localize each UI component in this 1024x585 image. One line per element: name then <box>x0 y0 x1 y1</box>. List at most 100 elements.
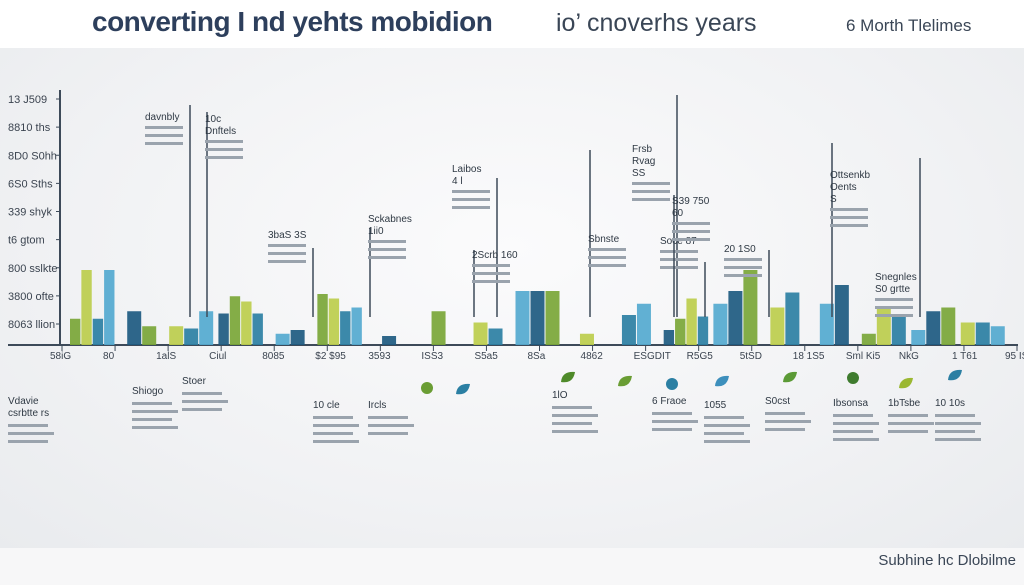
bar <box>199 311 214 345</box>
drop-icon <box>847 372 859 384</box>
annotation-detail-line <box>313 432 353 435</box>
drop-icon <box>666 378 678 390</box>
annotation-label: S39 750 <box>672 196 710 207</box>
annotation-detail-line <box>704 432 744 435</box>
annotation-detail-line <box>452 206 490 209</box>
annotation-detail-line <box>765 412 805 415</box>
annotation-detail-line <box>368 416 408 419</box>
bar <box>697 316 709 345</box>
annotation-detail-line <box>935 430 975 433</box>
bar <box>104 270 115 345</box>
x-tick-label: 1alS <box>156 351 176 362</box>
annotation-label: 2Scrb 160 <box>472 250 518 261</box>
chart-panel <box>0 48 1024 548</box>
x-tick-label: 8085 <box>262 351 285 362</box>
bar <box>911 330 926 345</box>
footer-bar <box>0 548 1024 585</box>
annotation-detail-line <box>833 422 879 425</box>
annotation-label: 10 cle <box>313 400 340 411</box>
x-tick-label: S5a5 <box>474 351 498 362</box>
annotation-detail-line <box>652 420 698 423</box>
bar <box>142 326 157 345</box>
leaf-icon <box>561 371 575 383</box>
annotation-detail-line <box>724 266 762 269</box>
leaf-icon <box>618 375 632 387</box>
annotation-detail-line <box>182 400 228 403</box>
annotation-label: Dnftels <box>205 126 236 137</box>
annotation-detail-line <box>268 260 306 263</box>
annotation-label: csrbtte rs <box>8 408 49 419</box>
y-tick-label: 6S0 Sths <box>8 178 53 190</box>
annotation-detail-line <box>652 428 692 431</box>
annotation-label: 1lO <box>552 390 568 401</box>
bar <box>92 318 104 345</box>
annotation-detail-line <box>8 440 48 443</box>
bar <box>473 322 488 345</box>
annotation-detail-line <box>935 438 981 441</box>
bar <box>81 270 92 345</box>
bar <box>975 322 990 345</box>
annotation-detail-line <box>765 420 811 423</box>
x-tick-label: 80 <box>103 351 115 362</box>
annotation-detail-line <box>313 440 359 443</box>
annotation-detail-line <box>830 208 868 211</box>
annotation-detail-line <box>724 258 762 261</box>
annotation-label: Sbnste <box>588 234 620 245</box>
bar <box>328 298 340 345</box>
bar <box>488 328 503 345</box>
annotation-label: 1bTsbe <box>888 398 921 409</box>
annotation-detail-line <box>472 272 510 275</box>
bar <box>675 318 686 345</box>
annotation-label: Shiogo <box>132 386 164 397</box>
annotation-detail-line <box>830 224 868 227</box>
annotation-detail-line <box>888 414 928 417</box>
annotation-detail-line <box>875 314 913 317</box>
annotation-detail-line <box>704 440 750 443</box>
bar <box>713 303 728 345</box>
annotation-detail-line <box>672 230 710 233</box>
annotation-detail-line <box>368 248 406 251</box>
bar <box>340 311 351 345</box>
annotation-detail-line <box>875 306 913 309</box>
bar <box>70 318 81 345</box>
x-tick-label: NkG <box>899 351 919 362</box>
annotation-detail-line <box>145 142 183 145</box>
annotation-label: Laibos <box>452 164 481 175</box>
y-tick-label: 3800 ofte <box>8 291 54 303</box>
annotation-detail-line <box>935 422 981 425</box>
annotation-detail-line <box>632 182 670 185</box>
bar <box>728 291 743 345</box>
annotation-label: S <box>830 194 837 205</box>
annotation-detail-line <box>132 410 178 413</box>
leaf-icon <box>456 383 470 395</box>
x-tick-label: 5tSD <box>740 351 762 362</box>
y-tick-label: 8810 ths <box>8 122 51 134</box>
bar <box>990 326 1005 345</box>
bar <box>941 307 956 345</box>
y-tick-label: 339 shyk <box>8 207 53 219</box>
annotation-label: Stoer <box>182 376 207 387</box>
bar <box>127 311 142 345</box>
annotation-label: Vdavie <box>8 396 39 407</box>
annotation-detail-line <box>472 264 510 267</box>
annotation-label: S0 grtte <box>875 284 910 295</box>
annotation-detail-line <box>552 414 598 417</box>
header: converting I nd yehts mobidion io’ cnove… <box>0 0 1024 48</box>
annotation-label: Ottsenkb <box>830 170 870 181</box>
annotation-label: 1ii0 <box>368 226 384 237</box>
annotation-label: 10 10s <box>935 398 965 409</box>
x-tick-label: 4862 <box>581 351 604 362</box>
bar <box>663 330 675 345</box>
bar <box>785 292 800 345</box>
annotation-detail-line <box>8 432 54 435</box>
bar <box>960 322 975 345</box>
annotation-label: 20 1S0 <box>724 244 756 255</box>
chart-subtitle: 6 Morth Tlelimes <box>846 16 972 35</box>
annotation-detail-line <box>833 414 873 417</box>
annotation-detail-line <box>313 416 353 419</box>
x-tick-label: Ciul <box>209 351 226 362</box>
annotation-detail-line <box>552 406 592 409</box>
annotation-detail-line <box>205 156 243 159</box>
annotation-detail-line <box>132 426 178 429</box>
annotation-label: Snegnles <box>875 272 917 283</box>
